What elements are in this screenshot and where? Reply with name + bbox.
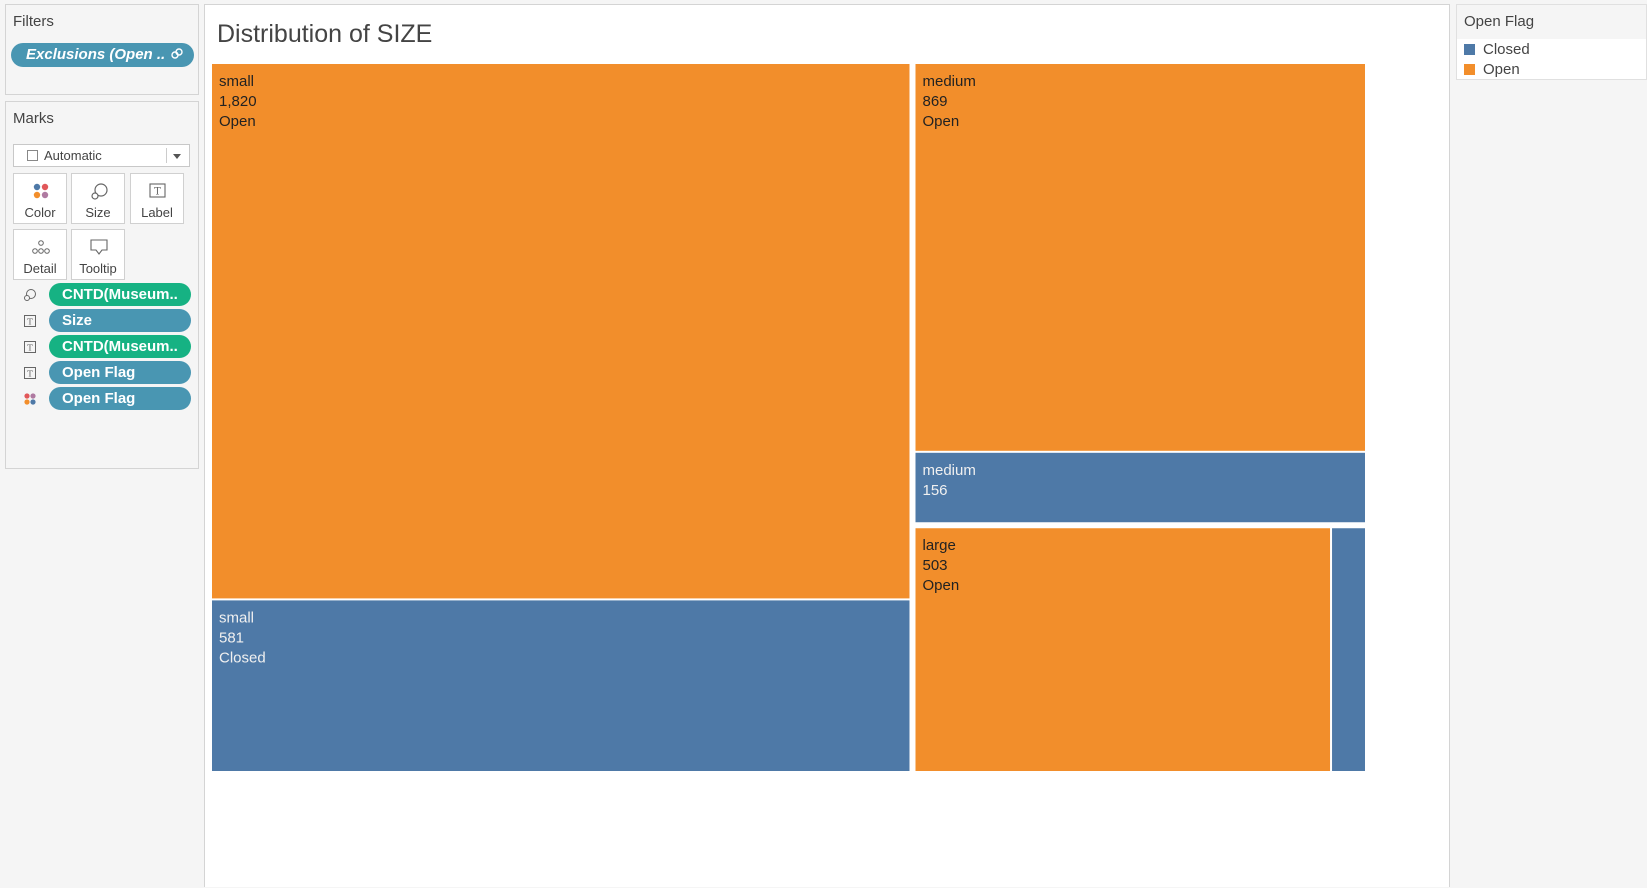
- field-pill[interactable]: Open Flag: [49, 361, 191, 384]
- marks-panel: Marks Automatic Color Size T Label: [5, 101, 199, 469]
- mark-type-dropdown[interactable]: Automatic: [13, 144, 190, 167]
- size-card-label: Size: [85, 205, 111, 220]
- treemap-cell-small-open[interactable]: [212, 64, 910, 599]
- detail-card[interactable]: Detail: [13, 229, 67, 280]
- link-icon: [171, 48, 183, 59]
- treemap-cell-large-closed[interactable]: [1332, 528, 1365, 771]
- size-icon: [24, 289, 36, 301]
- treemap-cell-label: Open: [219, 113, 256, 130]
- treemap-cell-medium-closed[interactable]: [915, 452, 1365, 523]
- tooltip-icon: [90, 239, 108, 255]
- color-icon: [33, 183, 49, 199]
- exclusions-filter-pill[interactable]: Exclusions (Open ..: [11, 43, 194, 67]
- filters-panel: Filters Exclusions (Open ..: [5, 4, 199, 95]
- treemap-cell-label: 869: [922, 93, 947, 110]
- svg-text:T: T: [27, 370, 33, 380]
- legend-item-label: Closed: [1483, 41, 1530, 58]
- treemap-cell-label: medium: [922, 73, 975, 90]
- treemap-cell-small-closed[interactable]: [212, 600, 910, 771]
- square-mark-icon: [27, 150, 38, 161]
- treemap-cell-label: Open: [922, 113, 959, 130]
- detail-icon: [32, 240, 50, 254]
- size-icon: [91, 183, 108, 200]
- label-card[interactable]: T Label: [130, 173, 184, 224]
- legend-title: Open Flag: [1457, 5, 1646, 39]
- tooltip-card-label: Tooltip: [79, 261, 117, 276]
- legend-swatch: [1464, 44, 1475, 55]
- treemap-cell-label: 1,820: [219, 93, 257, 110]
- treemap-cell-label: 581: [219, 629, 244, 646]
- treemap-cell-label: large: [922, 537, 955, 554]
- treemap-cell-label: Open: [922, 577, 959, 594]
- field-pill[interactable]: Open Flag: [49, 387, 191, 410]
- chevron-down-icon[interactable]: [173, 154, 181, 159]
- field-row-size: CNTD(Museum..: [21, 283, 201, 306]
- svg-text:T: T: [27, 318, 33, 328]
- field-pill[interactable]: CNTD(Museum..: [49, 335, 191, 358]
- tooltip-card[interactable]: Tooltip: [71, 229, 125, 280]
- field-pill[interactable]: CNTD(Museum..: [49, 283, 191, 306]
- color-card-label: Color: [24, 205, 56, 220]
- dropdown-divider: [166, 148, 167, 163]
- treemap-cell-label: 503: [922, 557, 947, 574]
- field-row-label: T Size: [21, 309, 201, 332]
- legend-swatch: [1464, 64, 1475, 75]
- legend-item-open[interactable]: Open: [1464, 61, 1520, 78]
- mark-type-label: Automatic: [44, 148, 102, 163]
- field-pill[interactable]: Size: [49, 309, 191, 332]
- legend-item-label: Open: [1483, 61, 1520, 78]
- worksheet-view: Distribution of SIZE small 1,820 Open small…: [204, 4, 1450, 887]
- treemap-cell-medium-open[interactable]: [915, 64, 1365, 451]
- legend-item-closed[interactable]: Closed: [1464, 41, 1530, 58]
- field-row-color: Open Flag: [21, 387, 201, 410]
- treemap-cell-label: small: [219, 609, 254, 626]
- treemap-cell-label: Closed: [219, 649, 266, 666]
- treemap-cell-label: medium: [922, 462, 975, 479]
- label-icon: T: [24, 367, 36, 380]
- field-row-label: T Open Flag: [21, 361, 201, 384]
- color-card[interactable]: Color: [13, 173, 67, 224]
- label-card-label: Label: [141, 205, 173, 220]
- legend-panel: Open Flag Closed Open: [1456, 4, 1647, 887]
- detail-card-label: Detail: [23, 261, 57, 276]
- size-card[interactable]: Size: [71, 173, 125, 224]
- treemap-cell-large-open[interactable]: [915, 528, 1331, 771]
- svg-text:T: T: [27, 344, 33, 354]
- filter-pill-label: Exclusions (Open ..: [26, 46, 166, 63]
- treemap-cell-label: 156: [922, 482, 947, 499]
- chart-title: Distribution of SIZE: [217, 20, 433, 48]
- color-icon: [24, 393, 36, 405]
- field-row-label: T CNTD(Museum..: [21, 335, 201, 358]
- svg-text:T: T: [154, 187, 161, 198]
- label-icon: T: [24, 341, 36, 354]
- marks-title: Marks: [13, 110, 54, 127]
- color-legend: Open Flag Closed Open: [1456, 4, 1647, 80]
- treemap-cell-label: small: [219, 73, 254, 90]
- filters-title: Filters: [13, 13, 54, 30]
- label-icon: T: [149, 183, 166, 198]
- label-icon: T: [24, 315, 36, 328]
- treemap-chart: small 1,820 Open small 581 Closed medium 869 Ope…: [212, 64, 1365, 771]
